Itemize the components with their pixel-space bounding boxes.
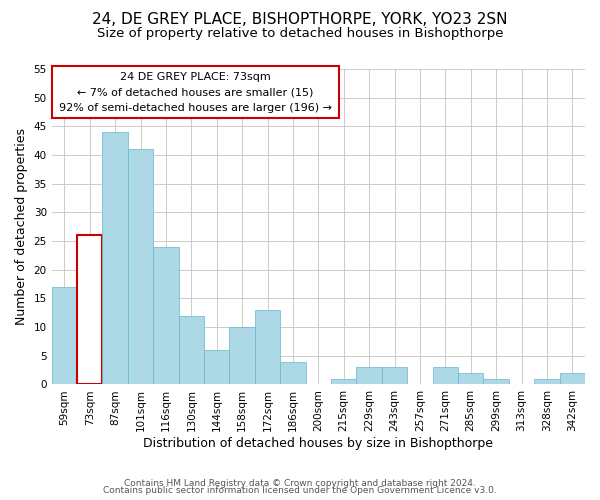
Bar [433, 368, 458, 384]
Bar [52, 66, 338, 118]
Text: Contains public sector information licensed under the Open Government Licence v3: Contains public sector information licen… [103, 486, 497, 495]
Bar [280, 362, 305, 384]
Bar [382, 368, 407, 384]
Bar [484, 378, 509, 384]
Bar [331, 378, 356, 384]
Bar [229, 327, 255, 384]
Y-axis label: Number of detached properties: Number of detached properties [15, 128, 28, 325]
Bar [128, 150, 153, 384]
Bar [179, 316, 204, 384]
Text: Contains HM Land Registry data © Crown copyright and database right 2024.: Contains HM Land Registry data © Crown c… [124, 478, 476, 488]
Bar [77, 236, 103, 384]
Bar [356, 368, 382, 384]
Bar [52, 287, 77, 384]
Bar [534, 378, 560, 384]
Text: 24, DE GREY PLACE, BISHOPTHORPE, YORK, YO23 2SN: 24, DE GREY PLACE, BISHOPTHORPE, YORK, Y… [92, 12, 508, 28]
X-axis label: Distribution of detached houses by size in Bishopthorpe: Distribution of detached houses by size … [143, 437, 493, 450]
Bar [458, 373, 484, 384]
Text: 24 DE GREY PLACE: 73sqm
← 7% of detached houses are smaller (15)
92% of semi-det: 24 DE GREY PLACE: 73sqm ← 7% of detached… [59, 72, 332, 113]
Bar [255, 310, 280, 384]
Bar [560, 373, 585, 384]
Bar [204, 350, 229, 384]
Bar [153, 247, 179, 384]
Text: Size of property relative to detached houses in Bishopthorpe: Size of property relative to detached ho… [97, 28, 503, 40]
Bar [103, 132, 128, 384]
